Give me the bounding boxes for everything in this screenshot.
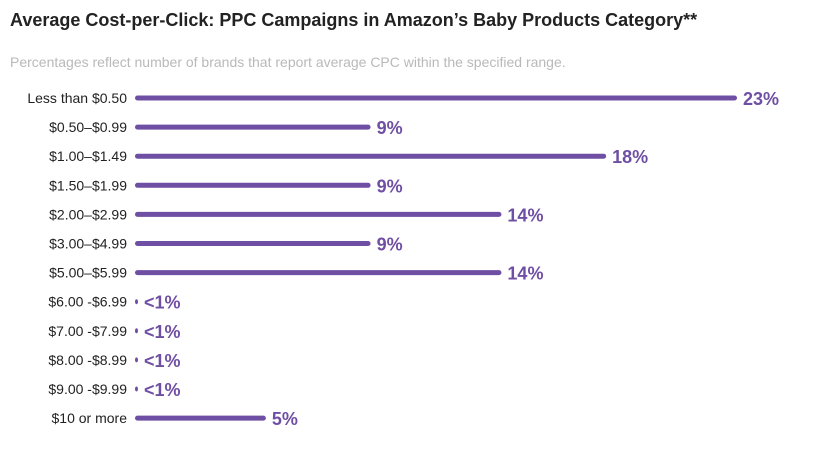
category-label: $7.00 -$7.99 (48, 323, 127, 339)
chart-title: Average Cost-per-Click: PPC Campaigns in… (10, 10, 698, 30)
category-label: $5.00–$5.99 (49, 265, 127, 281)
value-label: <1% (144, 322, 181, 342)
category-label: $10 or more (52, 410, 128, 426)
value-label: 9% (377, 235, 403, 255)
bar (135, 357, 138, 363)
bar (135, 95, 737, 101)
category-label: $1.50–$1.99 (49, 177, 127, 193)
value-label: 14% (507, 205, 543, 225)
value-label: 5% (272, 409, 298, 429)
bar (135, 386, 138, 392)
category-label: $8.00 -$8.99 (48, 352, 127, 368)
value-label: 9% (377, 118, 403, 138)
value-label: <1% (144, 351, 181, 371)
bar (135, 299, 138, 305)
bar (135, 241, 371, 246)
category-label: Less than $0.50 (27, 90, 127, 106)
category-label: $0.50–$0.99 (49, 119, 127, 135)
value-label: <1% (144, 380, 181, 400)
category-label: $2.00–$2.99 (49, 206, 127, 222)
value-label: 18% (612, 147, 648, 167)
value-label: <1% (144, 293, 181, 313)
bar (135, 328, 138, 334)
category-label: $6.00 -$6.99 (48, 294, 127, 310)
chart-subtitle: Percentages reflect number of brands tha… (10, 54, 566, 70)
category-label: $9.00 -$9.99 (48, 381, 127, 397)
category-label: $1.00–$1.49 (49, 148, 127, 164)
bar (135, 415, 266, 421)
value-label: 9% (377, 176, 403, 196)
bar (135, 211, 502, 217)
bar (135, 182, 371, 188)
category-label: $3.00–$4.99 (49, 236, 127, 252)
value-label: 23% (743, 89, 779, 109)
bar (135, 124, 371, 130)
bar (135, 153, 607, 159)
bar (135, 270, 502, 276)
value-label: 14% (507, 264, 543, 284)
